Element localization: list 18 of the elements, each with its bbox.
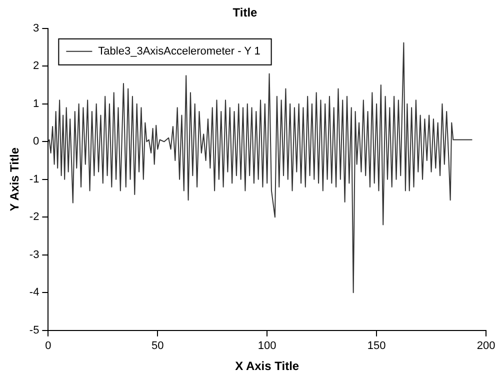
- x-tick-label: 100: [258, 340, 276, 352]
- y-tick-label: 0: [33, 136, 40, 148]
- x-tick-label: 50: [152, 340, 164, 352]
- x-tick-label: 0: [45, 340, 52, 352]
- x-axis-title: X Axis Title: [235, 359, 300, 374]
- y-tick-label: 2: [33, 60, 40, 72]
- y-tick-label: 3: [33, 22, 40, 34]
- legend-label: Table3_3AxisAccelerometer - Y 1: [98, 45, 260, 58]
- y-tick-label: -5: [29, 324, 40, 336]
- y-tick-label: 1: [33, 98, 40, 110]
- y-tick-label: -3: [29, 248, 40, 261]
- y-axis-title: Y Axis Title: [8, 147, 22, 212]
- x-tick-label: 200: [476, 340, 496, 352]
- y-tick-label: -1: [29, 173, 40, 186]
- chart-title: Title: [232, 6, 258, 20]
- x-tick-label: 150: [367, 340, 386, 352]
- y-tick-label: -4: [29, 286, 40, 299]
- y-tick-label: -2: [29, 211, 40, 224]
